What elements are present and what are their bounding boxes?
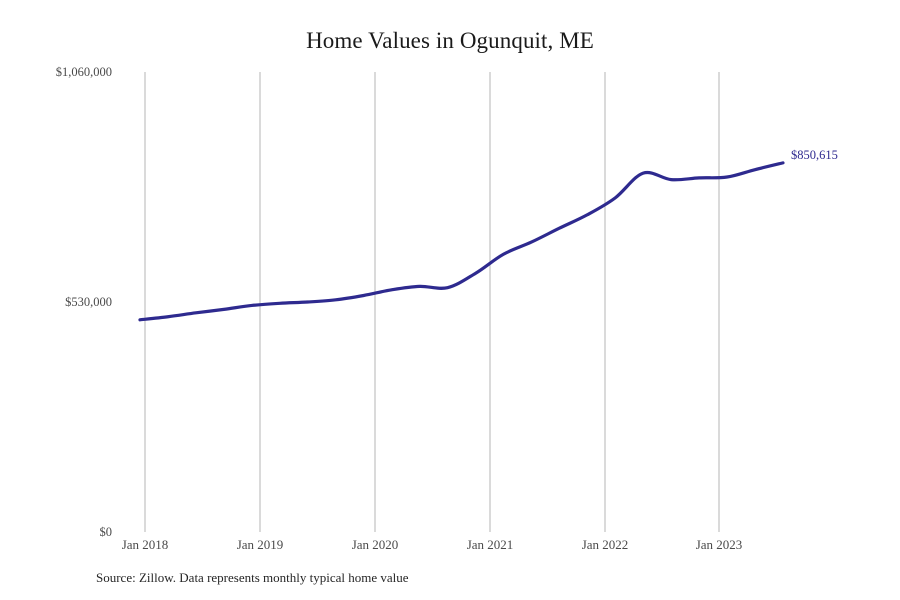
x-axis-tick-jan-2019: Jan 2019 [236,537,284,552]
x-axis-tick-jan-2020: Jan 2020 [351,537,399,552]
end-value-annotation: $850,615 [791,148,838,162]
y-axis-tick-mid: $530,000 [65,295,112,309]
gridlines [144,72,720,532]
x-axis-tick-jan-2022: Jan 2022 [581,537,629,552]
x-axis-tick-jan-2021: Jan 2021 [466,537,514,552]
x-axis-tick-jan-2018: Jan 2018 [121,537,169,552]
y-axis-tick-top: $1,060,000 [55,65,112,79]
source-note: Source: Zillow. Data represents monthly … [96,570,409,585]
x-axis-tick-jan-2023: Jan 2023 [695,537,743,552]
y-axis-tick-bottom: $0 [99,525,113,539]
page-title: Home Values in Ogunquit, ME [306,28,594,53]
value-line-series [138,161,785,322]
